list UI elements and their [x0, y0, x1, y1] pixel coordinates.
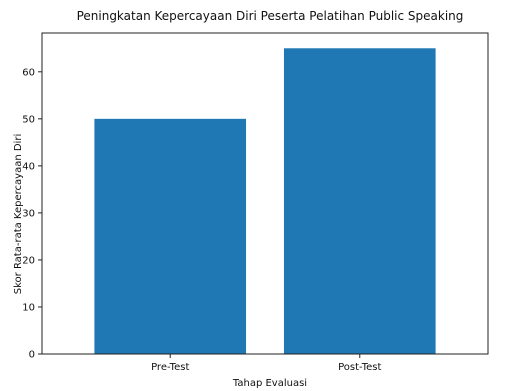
y-axis-label: Skor Rata-rata Kepercayaan Diri	[13, 134, 24, 294]
chart-title: Peningkatan Kepercayaan Diri Peserta Pel…	[77, 9, 464, 23]
bars-group	[94, 48, 436, 355]
bar-pre-test	[94, 118, 247, 354]
y-tick-label: 60	[22, 67, 35, 78]
y-tick-label: 40	[22, 161, 35, 172]
y-axis: 0 10 20 30 40 50 60	[22, 67, 42, 361]
bar-post-test	[283, 48, 436, 355]
x-axis: Pre-Test Post-Test	[151, 354, 382, 373]
y-tick-label: 30	[22, 208, 35, 219]
x-axis-label: Tahap Evaluasi	[232, 378, 307, 389]
x-tick-label: Post-Test	[338, 362, 381, 373]
y-tick-label: 20	[22, 255, 35, 266]
y-tick-label: 10	[22, 302, 35, 313]
x-tick-label: Pre-Test	[151, 362, 189, 373]
plot-frame	[41, 32, 489, 355]
y-tick-label: 0	[29, 350, 35, 361]
y-tick-label: 50	[22, 114, 35, 125]
